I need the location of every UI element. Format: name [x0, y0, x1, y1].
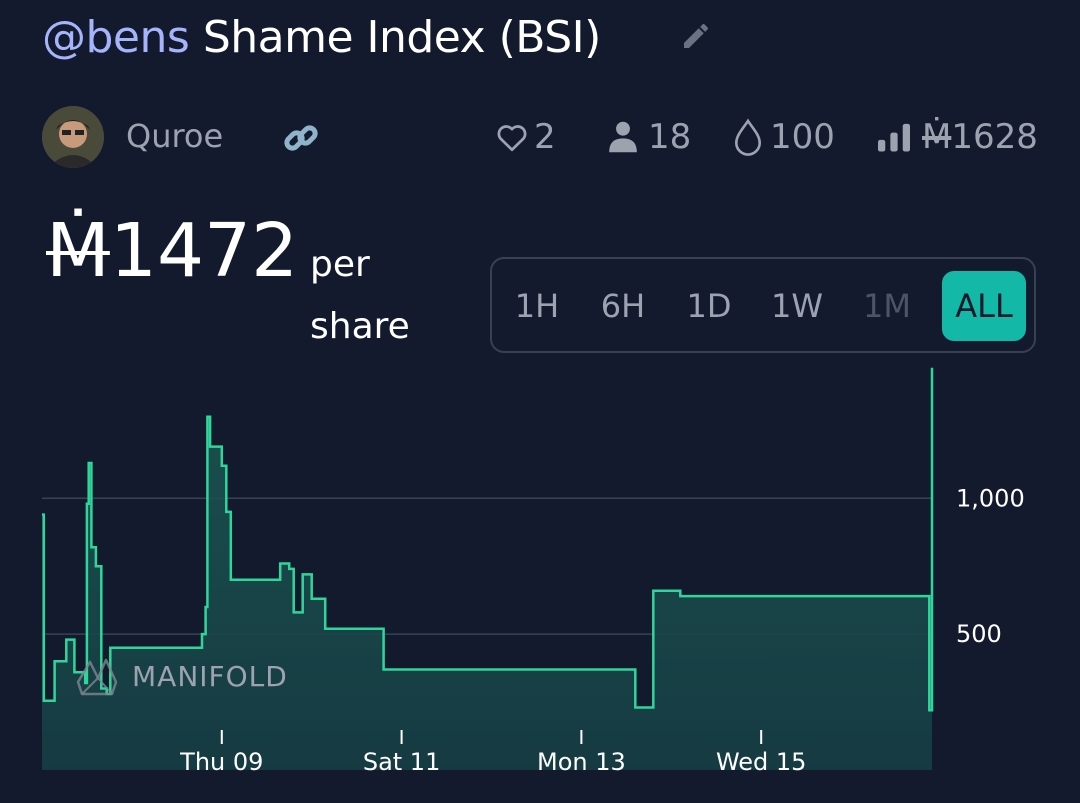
user-icon — [609, 121, 637, 153]
mana-symbol: Ṁ — [922, 117, 952, 157]
market-handle: @bens — [42, 12, 190, 63]
watermark-label: MANIFOLD — [132, 660, 288, 693]
range-1w-button[interactable]: 1W — [771, 287, 823, 325]
pencil-icon[interactable] — [680, 20, 712, 52]
link-icon — [284, 125, 318, 151]
heart-icon — [497, 125, 527, 152]
x-tick-label: Sat 11 — [363, 748, 441, 776]
market-title: @bens Shame Index (BSI) — [42, 8, 601, 68]
manifold-watermark: MANIFOLD — [76, 658, 288, 696]
likes-count: 2 — [534, 117, 556, 157]
mana-symbol: Ṁ — [46, 208, 110, 294]
range-all-button[interactable]: ALL — [942, 271, 1026, 341]
price-line — [42, 367, 934, 712]
x-tick-label: Mon 13 — [537, 748, 626, 776]
likes-stat[interactable]: 2 — [494, 112, 556, 162]
market-name: Shame Index (BSI) — [202, 12, 601, 63]
x-tick-label: Wed 15 — [716, 748, 807, 776]
creator-name[interactable]: Quroe — [126, 117, 224, 155]
price-area — [42, 367, 932, 770]
liquidity-stat[interactable]: 100 — [732, 112, 835, 162]
range-1h-button[interactable]: 1H — [514, 287, 560, 325]
time-range-selector: 1H 6H 1D 1W 1M ALL — [490, 257, 1036, 353]
holders-stat[interactable]: 18 — [606, 112, 691, 162]
volume-stat[interactable]: Ṁ1628 — [876, 112, 1038, 162]
holders-count: 18 — [648, 117, 692, 157]
price-chart[interactable]: MANIFOLD Thu 09 Sat 11 Mon 13 Wed 15 500 1,0… — [0, 360, 1080, 800]
x-tick-label: Thu 09 — [179, 748, 263, 776]
creator-row: Quroe — [42, 104, 1042, 170]
range-1m-button: 1M — [863, 287, 911, 325]
price-unit: per share — [310, 244, 410, 347]
range-6h-button[interactable]: 6H — [600, 287, 646, 325]
avatar[interactable] — [42, 106, 104, 168]
droplet-icon — [734, 118, 762, 156]
price-value: 1472 — [109, 208, 299, 294]
liquidity-amount: 100 — [770, 117, 835, 157]
volume-amount: 1628 — [951, 117, 1038, 157]
bar-chart-icon — [878, 123, 910, 152]
y-tick-label: 1,000 — [956, 484, 1025, 512]
y-tick-label: 500 — [956, 620, 1002, 648]
manifold-logo-icon — [76, 658, 118, 696]
current-price: Ṁ1472 — [46, 206, 298, 296]
range-1d-button[interactable]: 1D — [686, 287, 732, 325]
